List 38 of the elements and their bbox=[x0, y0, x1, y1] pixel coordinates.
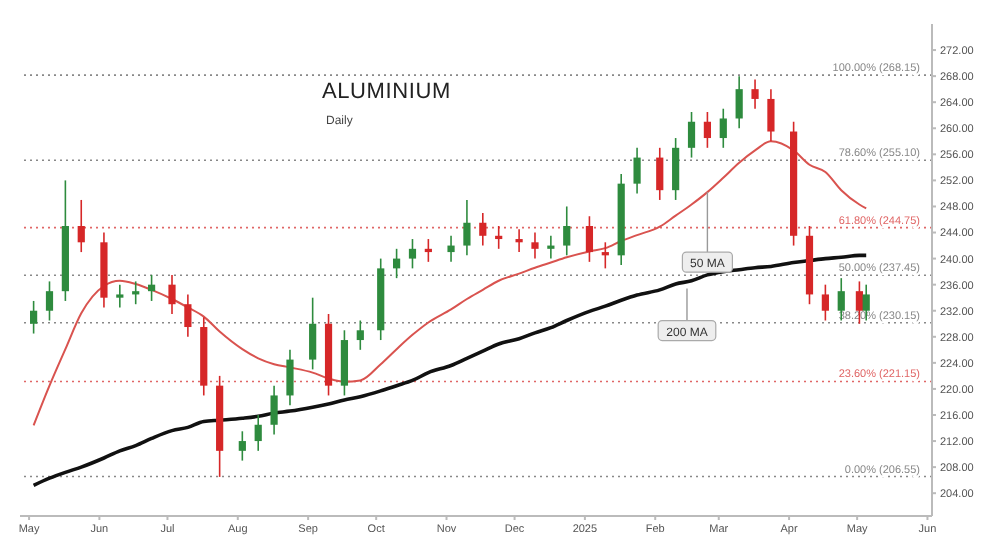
candlestick bbox=[633, 147, 641, 195]
candlestick bbox=[751, 78, 759, 110]
candlestick bbox=[735, 75, 743, 130]
candlestick bbox=[767, 88, 775, 143]
candlestick bbox=[495, 225, 503, 250]
candlestick bbox=[309, 296, 317, 371]
candlestick bbox=[601, 241, 609, 270]
candlestick bbox=[515, 228, 523, 253]
candlestick bbox=[719, 107, 727, 149]
candlestick bbox=[424, 238, 432, 263]
candlestick bbox=[238, 430, 246, 462]
candlestick bbox=[286, 349, 294, 407]
candlestick bbox=[270, 384, 278, 436]
candlestick bbox=[116, 283, 124, 309]
candlestick bbox=[77, 199, 85, 253]
candlestick bbox=[687, 111, 696, 159]
candlestick bbox=[703, 111, 711, 149]
candlestick bbox=[585, 215, 594, 263]
candlestick bbox=[656, 147, 664, 201]
candlestick bbox=[821, 283, 829, 322]
candlestick bbox=[356, 319, 364, 351]
candlestick bbox=[479, 212, 487, 247]
candlestick bbox=[30, 300, 38, 335]
candlestick bbox=[45, 280, 54, 322]
candlestick bbox=[340, 329, 349, 397]
text: ALUMINIUM bbox=[322, 80, 451, 104]
candlestick bbox=[547, 234, 555, 260]
candlestick bbox=[672, 137, 680, 201]
candlestick bbox=[408, 238, 417, 270]
candlestick bbox=[393, 248, 401, 279]
candlestick bbox=[168, 274, 176, 315]
candlestick bbox=[447, 234, 455, 263]
candlestick bbox=[563, 205, 571, 257]
candlestick bbox=[184, 293, 192, 338]
candlestick bbox=[531, 231, 539, 260]
candlestick bbox=[254, 414, 262, 452]
candlestick bbox=[463, 199, 471, 257]
candlestick bbox=[132, 280, 140, 306]
